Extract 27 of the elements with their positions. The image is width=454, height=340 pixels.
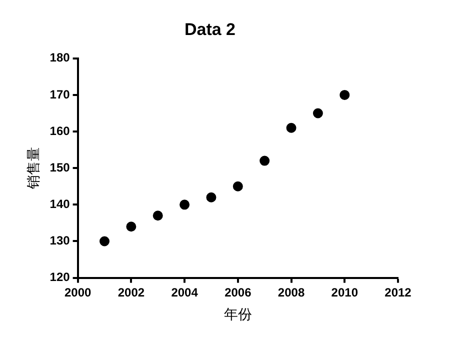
point: [180, 200, 190, 210]
y-tick-label: 130: [50, 234, 70, 248]
point: [286, 122, 296, 133]
point: [260, 156, 270, 166]
chart-title: Data 2: [184, 20, 236, 39]
y-tick-label: 180: [50, 50, 70, 65]
point: [126, 222, 136, 232]
x-tick-label: 2000: [64, 285, 92, 300]
y-axis-title: 销售量: [26, 147, 42, 190]
x-axis-title: 年份: [224, 307, 252, 324]
y-tick-label: 160: [50, 124, 70, 138]
y-tick-label: 170: [50, 87, 70, 102]
x-tick-label: 2010: [331, 285, 358, 300]
x-tick-label: 2002: [118, 285, 145, 300]
point: [312, 108, 323, 118]
point: [152, 210, 163, 221]
y-tick-label: 150: [50, 160, 70, 174]
y-tick-label: 140: [50, 196, 70, 211]
x-tick-label: 2008: [278, 285, 305, 300]
x-tick-label: 2006: [224, 285, 252, 300]
point: [340, 90, 350, 100]
point: [206, 192, 216, 202]
x-tick-label: 2004: [171, 285, 198, 300]
point: [100, 236, 110, 246]
point: [232, 181, 243, 192]
y-tick-label: 120: [50, 270, 70, 284]
x-tick-label: 2012: [384, 285, 412, 300]
